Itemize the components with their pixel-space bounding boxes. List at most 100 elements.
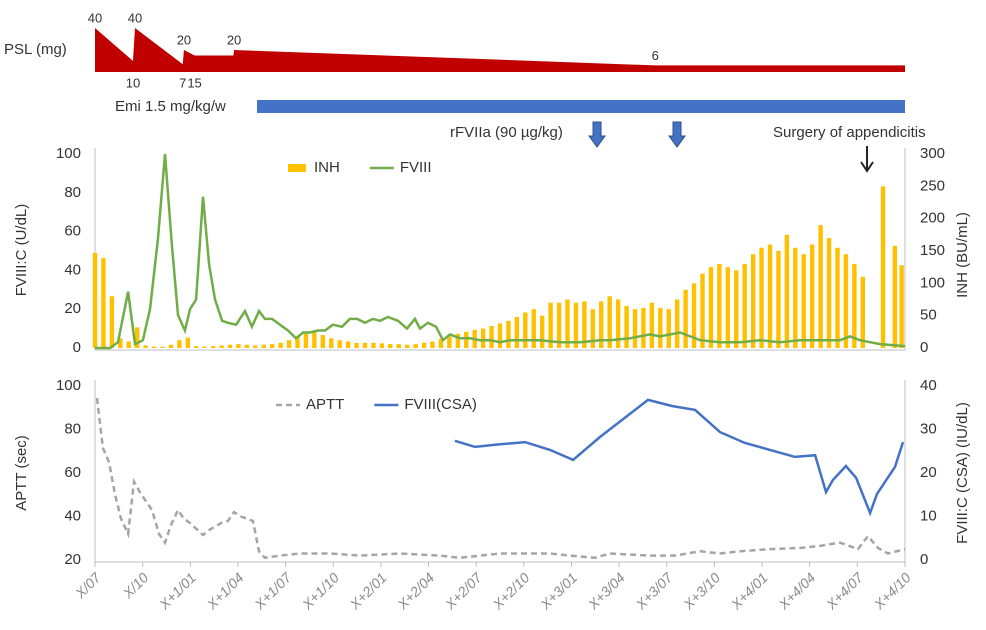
rfviia-label: rFVIIa (90 µg/kg) xyxy=(450,124,563,141)
bar xyxy=(379,343,385,348)
bar xyxy=(742,263,747,348)
legend-label: FVIII xyxy=(400,159,432,176)
y-tick-label: 60 xyxy=(64,223,81,240)
x-tick-label: X+4/10 xyxy=(870,569,914,613)
y-tick-label: 100 xyxy=(56,145,81,162)
y2-tick-label: 0 xyxy=(920,551,928,568)
y-tick-label: 80 xyxy=(64,184,81,201)
bar xyxy=(700,273,705,348)
bar xyxy=(118,338,123,348)
bar xyxy=(615,299,621,348)
x-tick-label: X+3/10 xyxy=(679,569,723,613)
bar xyxy=(134,327,140,348)
x-tick-label: X+1/07 xyxy=(251,569,296,614)
bar xyxy=(489,326,494,348)
bar xyxy=(396,344,401,348)
bar xyxy=(835,247,840,348)
bar xyxy=(312,332,317,348)
bar xyxy=(253,345,258,348)
bar xyxy=(92,252,98,348)
y2-tick-label: 150 xyxy=(920,242,945,259)
bar xyxy=(759,247,764,348)
bar xyxy=(880,186,886,348)
data-label: 20 xyxy=(177,32,191,47)
x-tick-label: X+2/10 xyxy=(489,569,533,613)
bar xyxy=(109,296,115,348)
bar xyxy=(565,299,570,348)
bar xyxy=(337,340,342,348)
bar xyxy=(438,338,444,348)
bar xyxy=(362,342,368,348)
bar xyxy=(497,323,503,348)
bar xyxy=(329,338,334,348)
y2-tick-label: 250 xyxy=(920,177,945,194)
data-label: 6 xyxy=(652,48,659,63)
bar xyxy=(514,316,520,348)
bar xyxy=(506,320,511,348)
y2-tick-label: 300 xyxy=(920,145,945,162)
y-tick-label: 60 xyxy=(64,464,81,481)
bar xyxy=(818,225,823,348)
surgery-label: Surgery of appendicitis xyxy=(773,124,926,141)
bar xyxy=(573,302,579,348)
bar xyxy=(160,346,165,348)
x-tick-label: X+4/01 xyxy=(727,569,771,613)
bar xyxy=(717,263,722,348)
y2-axis-label: FVIII:C (CSA) (IU/dL) xyxy=(954,402,971,544)
bar xyxy=(590,309,596,348)
y-tick-label: 40 xyxy=(64,261,81,278)
y2-tick-label: 100 xyxy=(920,274,945,291)
bar xyxy=(708,267,714,348)
x-tick-label: X+3/04 xyxy=(584,569,628,613)
y2-tick-label: 200 xyxy=(920,210,945,227)
rfviia-arrow xyxy=(588,121,607,148)
x-tick-label: X+2/01 xyxy=(346,569,390,613)
bar xyxy=(607,296,612,348)
bar xyxy=(101,258,106,348)
bar xyxy=(345,341,351,348)
data-label: 40 xyxy=(88,10,102,25)
bar xyxy=(480,328,486,348)
legend-label: APTT xyxy=(306,396,344,413)
y2-tick-label: 30 xyxy=(920,420,937,437)
psl-label: PSL (mg) xyxy=(4,41,67,58)
emi-bar xyxy=(257,100,905,113)
bar xyxy=(852,263,857,348)
bar xyxy=(860,276,866,348)
y-axis-label: APTT (sec) xyxy=(13,435,30,511)
data-label: 7 xyxy=(179,75,186,90)
x-tick-label: X+2/07 xyxy=(441,569,486,614)
y2-tick-label: 40 xyxy=(920,377,937,394)
bar xyxy=(151,346,157,348)
bar xyxy=(303,333,309,348)
x-tick-label: X+3/01 xyxy=(537,569,581,613)
bar xyxy=(683,289,688,348)
bar xyxy=(354,342,359,348)
series-line xyxy=(454,398,905,517)
y2-tick-label: 0 xyxy=(920,339,928,356)
y2-tick-label: 50 xyxy=(920,307,937,324)
bar xyxy=(784,234,790,348)
bar xyxy=(404,344,410,348)
surgery-arrow xyxy=(860,146,874,173)
y-tick-label: 0 xyxy=(73,339,81,356)
bar xyxy=(421,342,427,348)
legend-swatch xyxy=(288,164,306,172)
y-tick-label: 100 xyxy=(56,377,81,394)
bar xyxy=(447,336,452,348)
bar xyxy=(734,270,739,348)
bar xyxy=(244,344,250,348)
x-tick-label: X+1/01 xyxy=(155,569,199,613)
series-line xyxy=(95,153,906,350)
bar xyxy=(632,309,638,348)
series-line xyxy=(95,397,906,560)
bar xyxy=(624,305,629,348)
bar xyxy=(649,302,655,348)
rfviia-arrow xyxy=(668,121,687,148)
bar xyxy=(548,302,553,348)
legend-label: FVIII(CSA) xyxy=(404,396,477,413)
bar xyxy=(236,344,241,348)
bar xyxy=(320,335,326,348)
bar xyxy=(793,247,798,348)
y-tick-label: 20 xyxy=(64,300,81,317)
